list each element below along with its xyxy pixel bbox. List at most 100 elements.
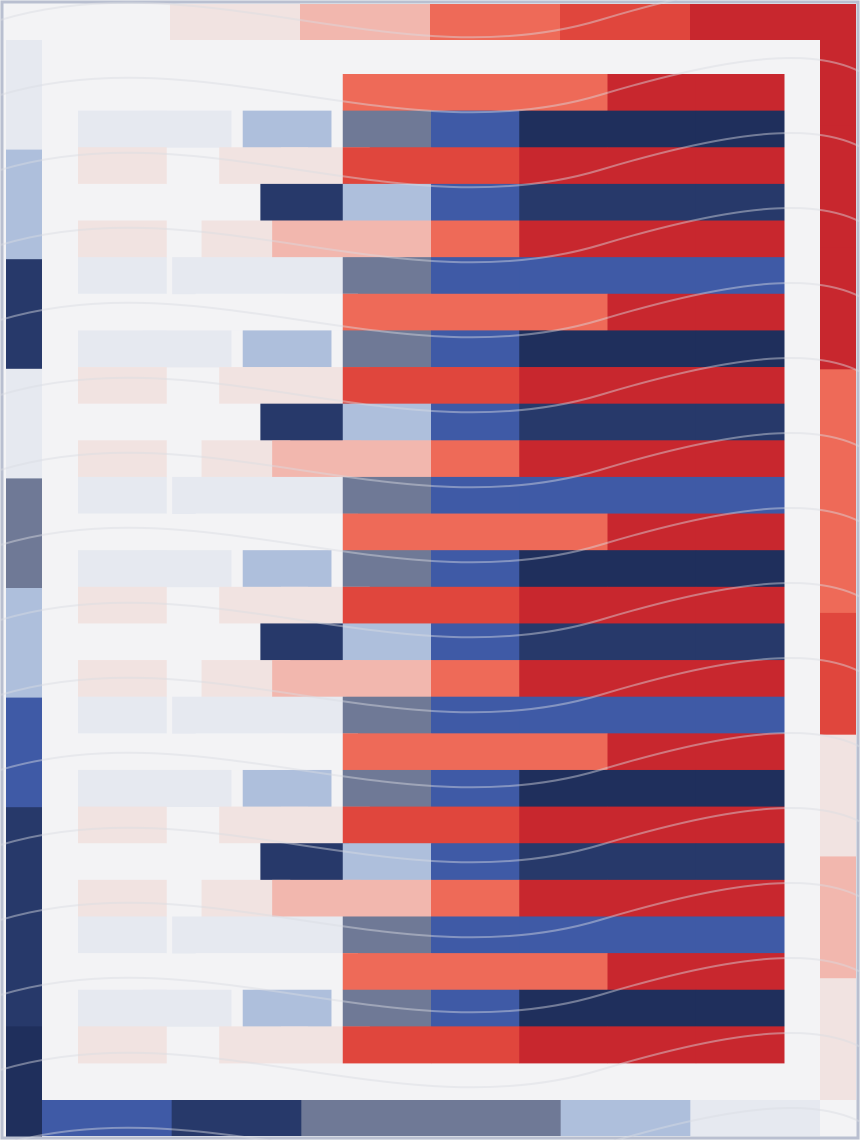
strip-piece xyxy=(607,293,697,331)
strip-piece xyxy=(342,476,432,514)
strip-piece xyxy=(607,476,697,514)
strip-piece xyxy=(431,916,520,954)
top-border-segment xyxy=(560,4,691,40)
left-border-segment xyxy=(6,368,42,479)
strip-piece xyxy=(431,513,520,551)
quilting-line xyxy=(0,432,860,489)
strip-piece xyxy=(431,843,520,881)
strip-piece xyxy=(695,879,785,917)
strip-piece xyxy=(342,220,432,258)
quilting-line xyxy=(0,882,860,939)
strip-piece xyxy=(142,110,232,148)
strip-piece xyxy=(607,220,697,258)
strip-piece xyxy=(78,586,167,624)
strip-piece xyxy=(431,806,520,844)
strip-piece xyxy=(607,440,697,478)
right-border-segment xyxy=(820,369,856,492)
strip-piece xyxy=(695,953,785,991)
strip-piece xyxy=(519,367,608,405)
strip-piece xyxy=(607,403,697,441)
strip-piece xyxy=(78,74,167,112)
strip-piece xyxy=(342,110,432,148)
strip-piece xyxy=(78,1026,167,1064)
strip-piece xyxy=(607,769,697,807)
strip-piece xyxy=(260,183,350,221)
strip-piece xyxy=(342,733,432,771)
strip-piece xyxy=(342,953,432,991)
strip-piece xyxy=(431,953,520,991)
strip-piece xyxy=(431,147,520,185)
quilting-line xyxy=(0,507,860,564)
strip-piece xyxy=(607,660,697,698)
strip-piece xyxy=(695,220,785,258)
strip-piece xyxy=(695,330,785,368)
strip-piece xyxy=(342,513,432,551)
strip-piece xyxy=(695,586,785,624)
bottom-border-segment xyxy=(560,1100,691,1136)
strip-piece xyxy=(519,110,608,148)
strip-piece xyxy=(172,696,261,734)
strip-piece xyxy=(342,806,432,844)
strip-piece xyxy=(342,367,432,405)
strip-piece xyxy=(607,147,697,185)
strip-piece xyxy=(78,147,167,185)
strip-piece xyxy=(431,183,520,221)
strip-piece xyxy=(172,257,261,295)
strip-piece xyxy=(607,586,697,624)
strip-piece xyxy=(607,513,697,551)
strip-piece xyxy=(607,550,697,588)
strip-piece xyxy=(607,623,697,661)
strip-piece xyxy=(695,293,785,331)
strip-piece xyxy=(431,476,520,514)
strip-piece xyxy=(695,623,785,661)
strip-piece xyxy=(519,403,608,441)
strip-piece xyxy=(519,660,608,698)
strip-piece xyxy=(142,550,232,588)
strip-piece xyxy=(172,476,261,514)
left-border-segment xyxy=(6,588,42,699)
strip-piece xyxy=(342,147,432,185)
strip-piece xyxy=(78,293,167,331)
strip-piece xyxy=(519,989,608,1027)
strip-piece xyxy=(695,476,785,514)
strip-piece xyxy=(695,367,785,405)
strip-piece xyxy=(607,257,697,295)
quilting-line xyxy=(0,732,860,789)
strip-piece xyxy=(242,769,332,807)
strip-piece xyxy=(431,623,520,661)
strip-piece xyxy=(695,1026,785,1064)
corner-square xyxy=(6,4,42,40)
strip-piece xyxy=(342,989,432,1027)
strip-piece xyxy=(257,916,347,954)
strip-piece xyxy=(431,989,520,1027)
strip-piece xyxy=(519,623,608,661)
strip-piece xyxy=(342,879,432,917)
left-border-segment xyxy=(6,40,42,151)
strip-piece xyxy=(607,953,697,991)
strip-piece xyxy=(342,403,432,441)
strip-piece xyxy=(519,696,608,734)
strip-piece xyxy=(695,769,785,807)
left-border-segment xyxy=(6,807,42,918)
strip-piece xyxy=(78,220,167,258)
strip-piece xyxy=(519,550,608,588)
strip-piece xyxy=(431,330,520,368)
strip-piece xyxy=(142,989,232,1027)
strip-piece xyxy=(257,696,347,734)
strip-piece xyxy=(78,733,167,771)
strip-piece xyxy=(342,330,432,368)
corner-square xyxy=(820,1100,856,1136)
strip-piece xyxy=(342,660,432,698)
strip-piece xyxy=(695,257,785,295)
strip-piece xyxy=(519,916,608,954)
strip-piece xyxy=(257,257,347,295)
top-border-segment xyxy=(430,4,561,40)
quilt-strip-rows xyxy=(78,74,785,1064)
strip-piece xyxy=(172,916,261,954)
right-border-segment xyxy=(820,491,856,614)
strip-piece xyxy=(431,257,520,295)
bottom-border-segment xyxy=(171,1100,302,1136)
strip-piece xyxy=(695,183,785,221)
